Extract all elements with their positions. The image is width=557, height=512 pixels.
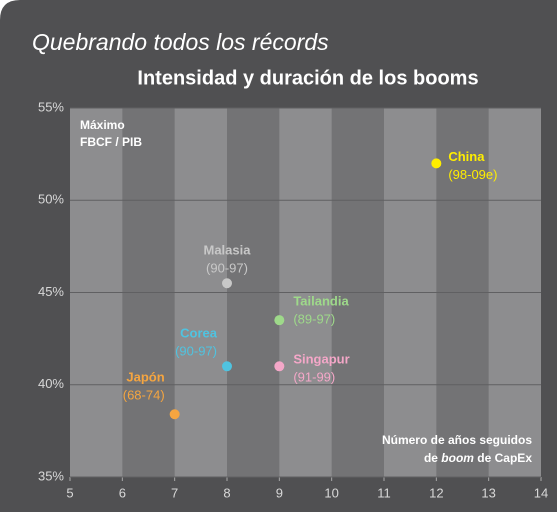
x-axis-label: Número de años seguidos [382, 433, 532, 447]
point-period: (89-97) [293, 312, 335, 327]
y-tick-label: 35% [38, 468, 64, 483]
y-tick-label: 55% [38, 99, 64, 114]
x-tick-label: 5 [66, 485, 73, 500]
point [431, 158, 442, 169]
y-tick-label: 40% [38, 376, 64, 391]
point-period: (68-74) [123, 388, 165, 403]
y-tick-label: 45% [38, 284, 64, 299]
x-tick-label: 7 [171, 485, 178, 500]
x-axis-label-part: boom [441, 451, 474, 465]
x-axis-label: de boom de CapEx [424, 451, 532, 465]
y-tick-label: 50% [38, 192, 64, 207]
x-axis-label-part: de [424, 451, 441, 465]
point [169, 409, 180, 420]
x-tick-label: 8 [223, 485, 230, 500]
point [222, 361, 232, 372]
point-name: Japón [126, 370, 164, 385]
x-axis-label-part: de CapEx [474, 451, 532, 465]
y-axis-label: Máximo [80, 118, 125, 132]
point-period: (90-97) [206, 261, 248, 276]
chart-title: Quebrando todos los récords [32, 29, 329, 55]
x-tick-label: 12 [429, 485, 443, 500]
point-period: (91-99) [293, 370, 335, 385]
point-name: China [448, 149, 485, 164]
x-tick-label: 6 [119, 485, 126, 500]
point-name: Tailandia [293, 294, 349, 309]
point-name: Malasia [204, 243, 252, 258]
x-tick-label: 11 [377, 485, 391, 500]
point-name: Corea [180, 326, 218, 341]
chart-subtitle: Intensidad y duración de los booms [137, 67, 478, 89]
x-tick-label: 14 [534, 485, 548, 500]
x-tick-label: 9 [276, 485, 283, 500]
point-period: (90-97) [175, 344, 217, 359]
x-tick-label: 10 [324, 485, 338, 500]
point [274, 361, 285, 372]
point [222, 278, 232, 289]
y-axis-label: FBCF / PIB [80, 135, 142, 149]
x-tick-label: 13 [481, 485, 495, 500]
point-period: (98-09e) [448, 167, 497, 182]
point-name: Singapur [293, 352, 349, 367]
point [274, 315, 285, 326]
